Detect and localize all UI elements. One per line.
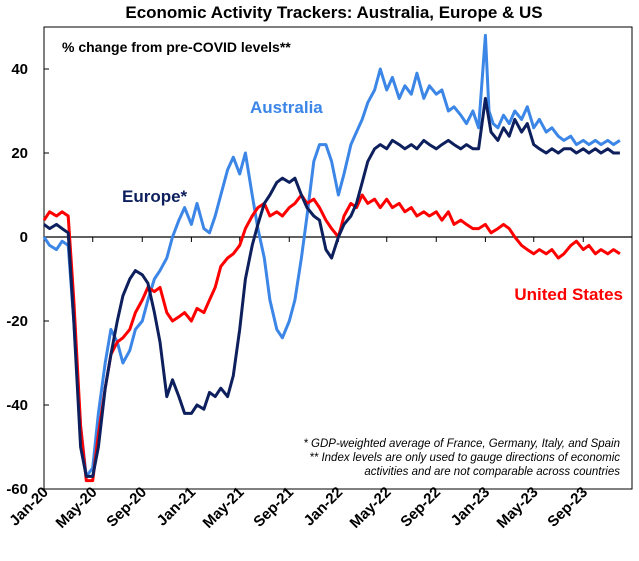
x-tick-label: Jan-23 [448,484,494,530]
series-label-united-states: United States [514,285,623,304]
x-tick-label: Sep-20 [103,484,150,531]
x-tick-label: May-23 [494,484,542,532]
y-tick-label: 40 [11,61,28,78]
x-tick-label: Jan-21 [154,484,200,530]
y-tick-label: 0 [20,229,28,246]
y-tick-label: -20 [6,313,28,330]
footnote-1: * GDP-weighted average of France, German… [303,438,620,450]
chart-title: Economic Activity Trackers: Australia, E… [125,3,542,22]
x-tick-label: Sep-22 [397,484,444,531]
x-tick-label: May-22 [347,484,395,532]
x-tick-label: Jan-22 [301,484,347,530]
chart-subtitle: % change from pre-COVID levels** [62,39,291,55]
footnote-2: ** Index levels are only used to gauge d… [309,452,620,464]
x-tick-label: May-20 [53,484,101,532]
y-axis-ticks: 40 20 0 -20 -40 -60 [6,61,49,498]
series-label-europe: Europe* [122,187,188,206]
x-tick-label: Sep-23 [544,484,591,531]
plot-frame [43,26,633,490]
series-line-australia [42,33,621,478]
series-lines [42,33,621,483]
series-label-australia: Australia [250,98,323,117]
footnote-3: activities and are not comparable across… [364,466,620,478]
x-tick-label: Sep-21 [250,484,297,531]
y-tick-label: -60 [6,481,28,498]
series-line-united-states [42,193,621,483]
y-tick-label: 20 [11,145,28,162]
y-tick-label: -40 [6,397,28,414]
x-tick-label: May-21 [200,484,248,532]
series-line-europe [43,96,620,478]
